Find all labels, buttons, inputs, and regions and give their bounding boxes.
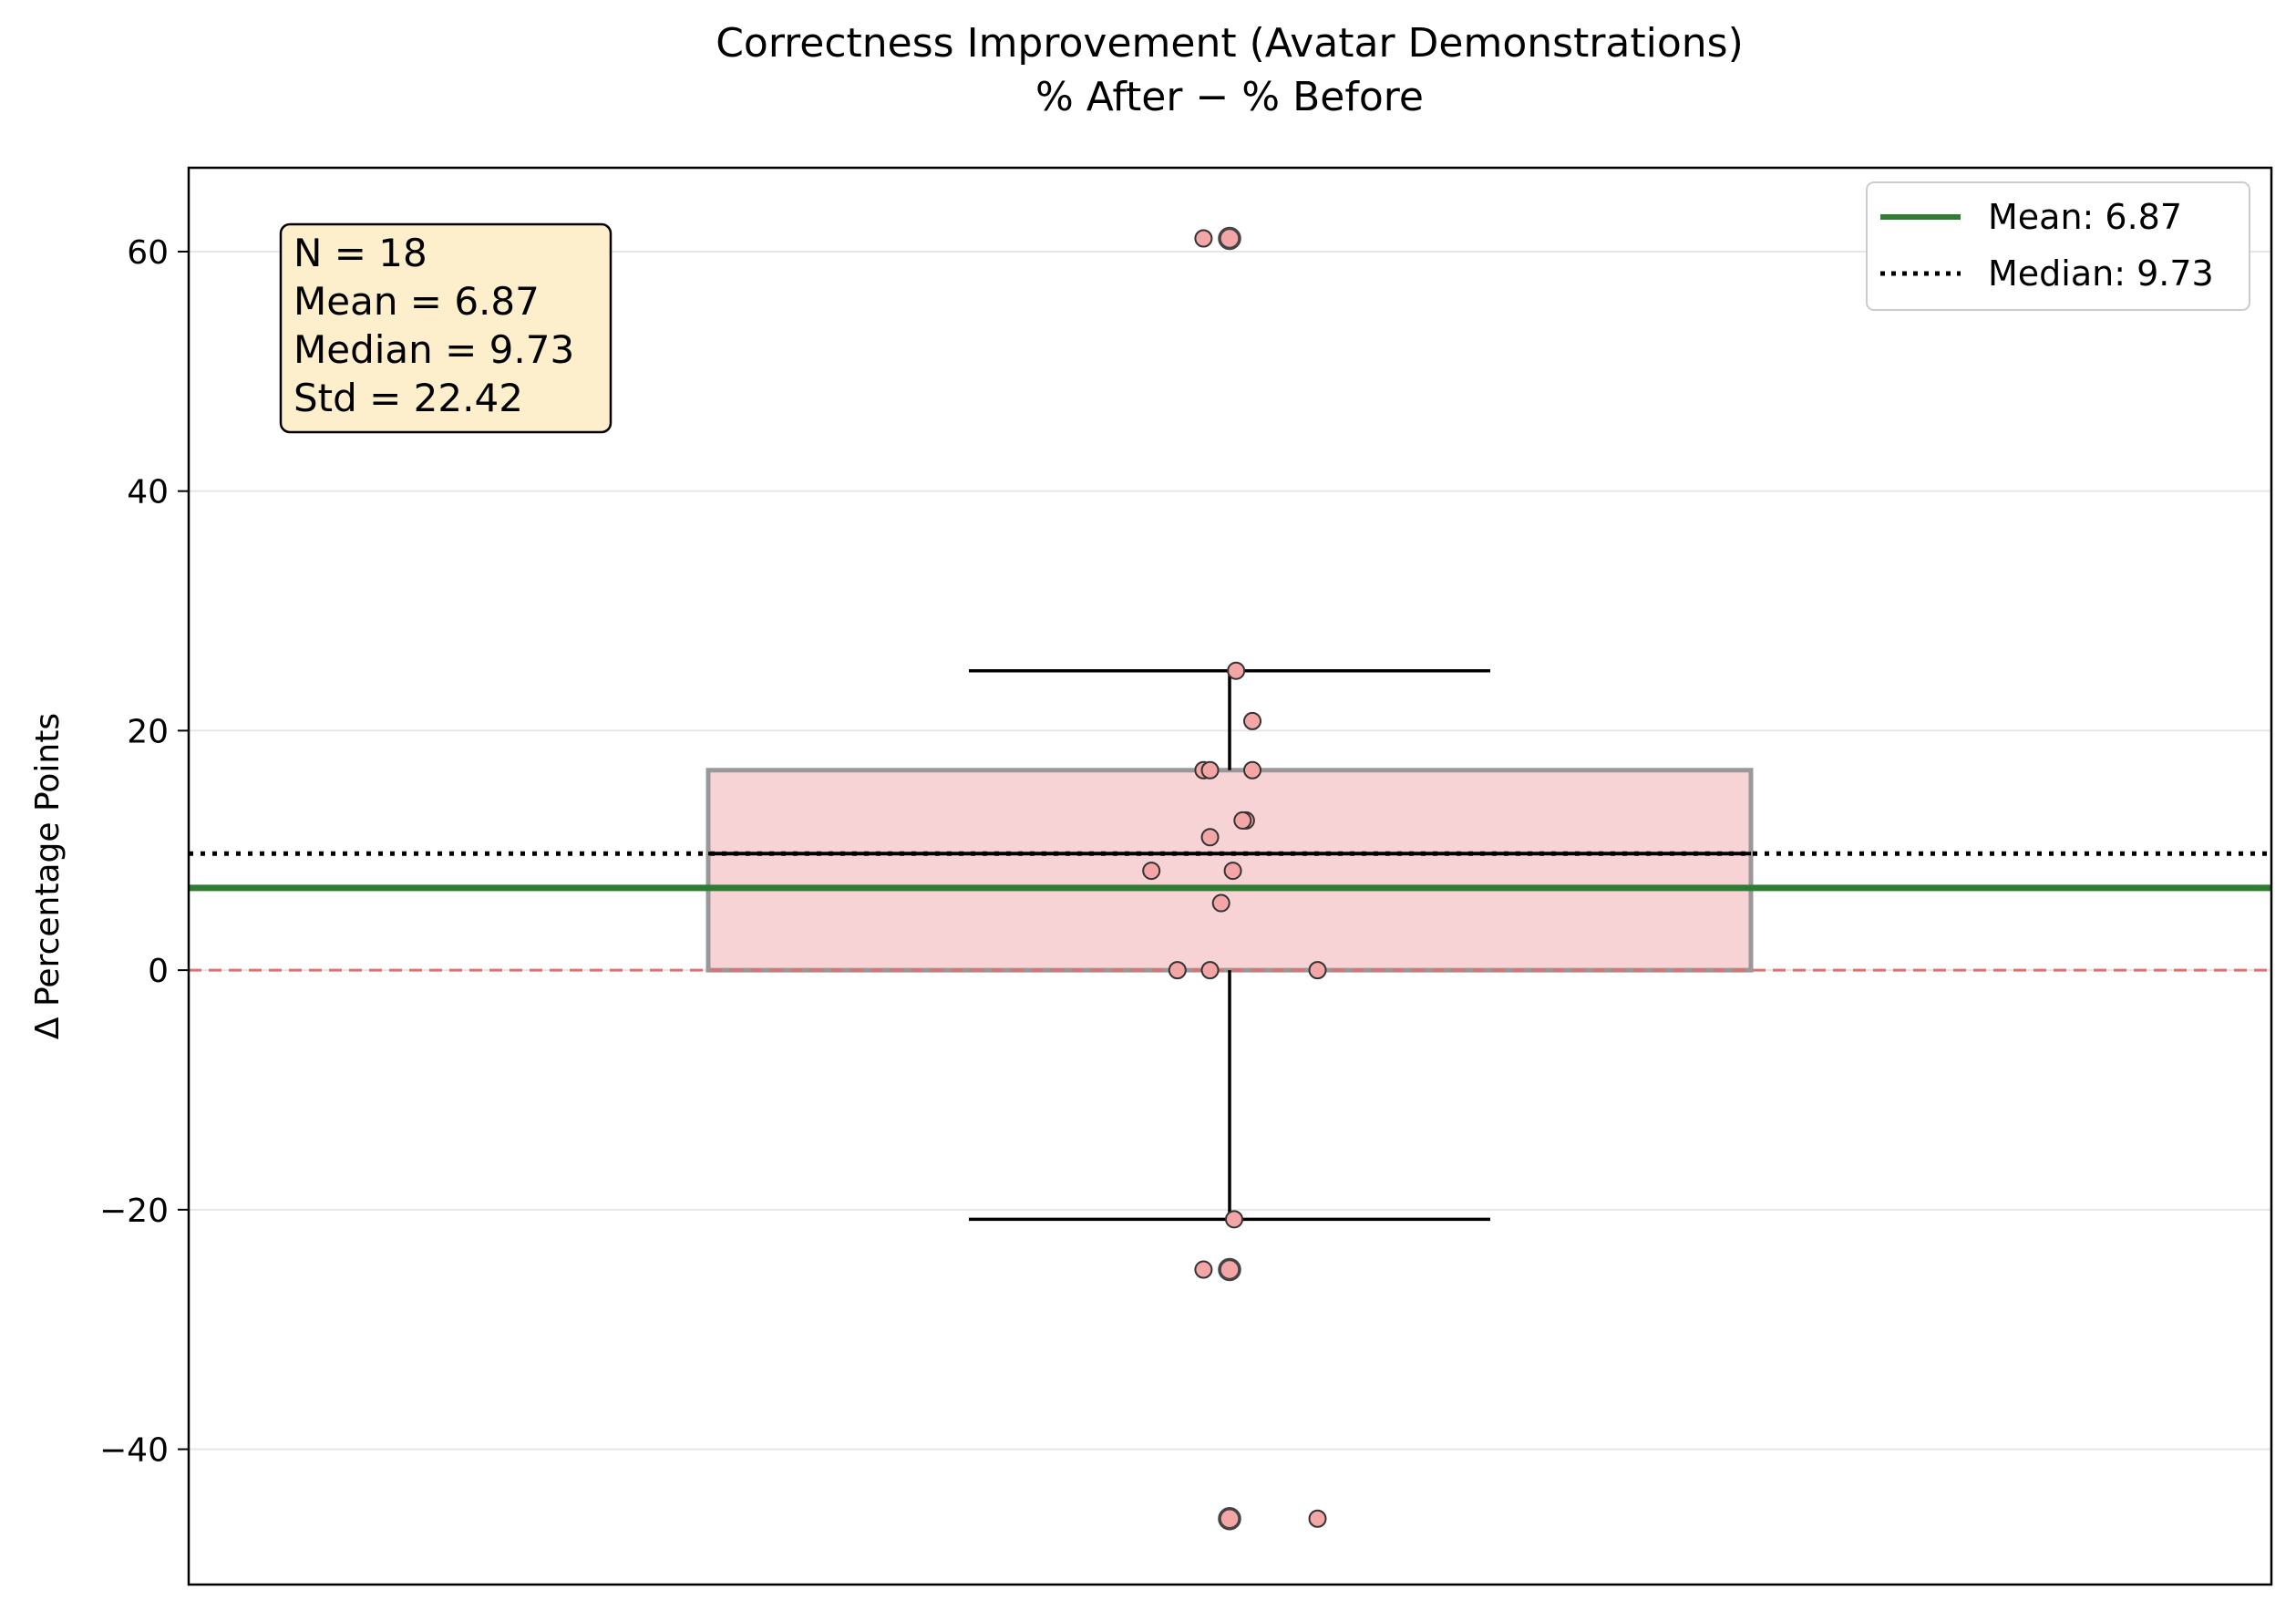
- data-point: [1200, 961, 1220, 980]
- stats-line-std: Std = 22.42: [293, 376, 523, 420]
- stats-line-n: N = 18: [293, 231, 427, 275]
- legend-frame: [1866, 181, 2250, 311]
- reference-lines: [189, 851, 2271, 972]
- chart-subtitle: % After − % Before: [1035, 74, 1424, 120]
- data-point: [1194, 1260, 1213, 1279]
- data-point: [1194, 229, 1213, 248]
- y-tick-label: −20: [99, 1193, 169, 1230]
- stats-box-background: [279, 222, 613, 434]
- data-point: [1243, 760, 1262, 780]
- y-tick-label: 0: [148, 953, 169, 990]
- legend-mean-label: Mean: 6.87: [1988, 197, 2182, 237]
- data-point: [1211, 893, 1230, 913]
- stats-box: N = 18 Mean = 6.87 Median = 9.73 Std = 2…: [279, 222, 613, 434]
- data-point: [1308, 961, 1327, 980]
- box-flier: [1218, 1507, 1241, 1531]
- box-flier: [1218, 1257, 1241, 1282]
- box-iqr: [705, 768, 1754, 973]
- stats-line-mean: Mean = 6.87: [293, 279, 540, 324]
- data-point: [1168, 961, 1187, 980]
- stats-line-median: Median = 9.73: [293, 327, 574, 372]
- data-point: [1227, 661, 1246, 680]
- y-tick-label: 40: [127, 474, 169, 511]
- legend: Mean: 6.87 Median: 9.73: [1866, 181, 2250, 311]
- y-tick-label: 20: [127, 713, 169, 750]
- data-point: [1200, 828, 1220, 847]
- data-points: [1142, 229, 1327, 1528]
- y-axis-label: Δ Percentage Points: [29, 713, 67, 1039]
- data-point: [1233, 811, 1252, 830]
- box-plot: [705, 226, 1754, 1531]
- data-point: [1142, 862, 1161, 881]
- data-point: [1225, 1210, 1244, 1229]
- box-flier: [1218, 226, 1241, 251]
- data-point: [1243, 711, 1262, 730]
- plot-area-border: [187, 166, 2273, 1586]
- chart-title: Correctness Improvement (Avatar Demonstr…: [716, 20, 1744, 67]
- y-tick-label: 60: [127, 234, 169, 272]
- data-point: [1308, 1509, 1327, 1528]
- y-axis: −40 −20 0 20 40 60: [99, 234, 189, 1470]
- y-tick-label: −40: [99, 1432, 169, 1470]
- legend-median-label: Median: 9.73: [1988, 253, 2214, 294]
- data-point: [1200, 760, 1220, 780]
- data-point: [1223, 862, 1242, 881]
